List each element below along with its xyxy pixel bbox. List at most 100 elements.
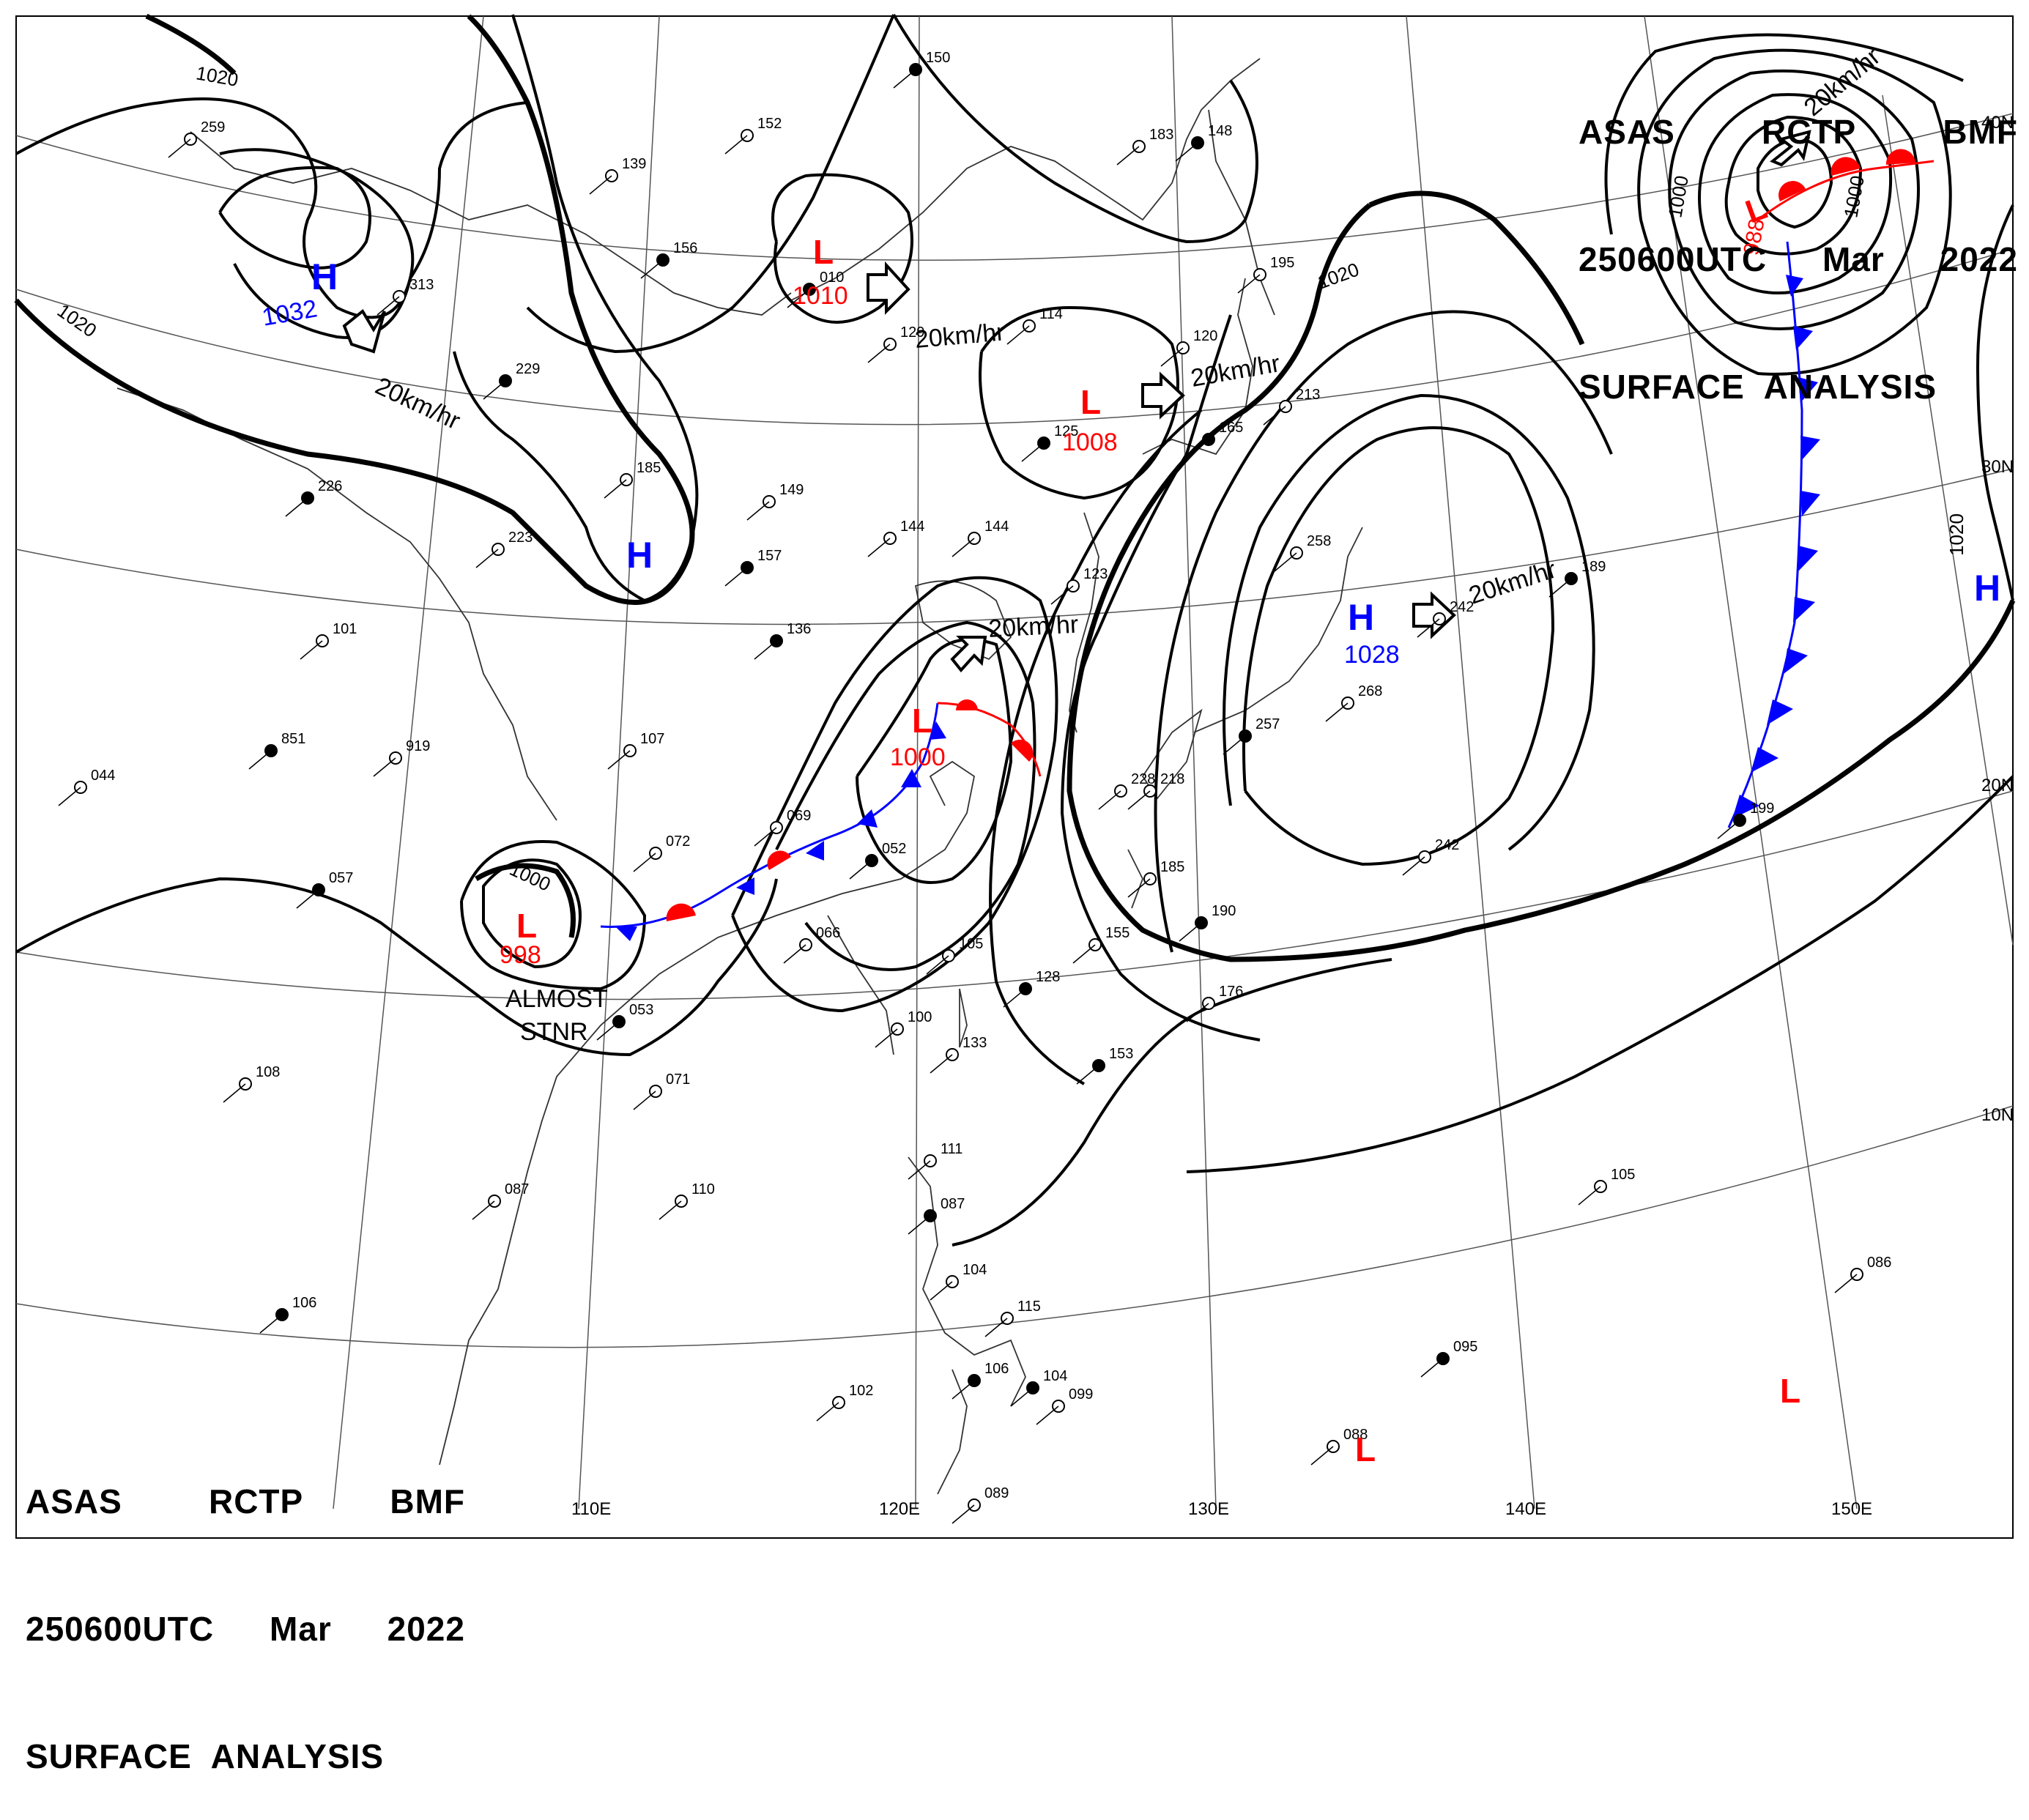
chart-header-bottom-left: ASAS RCTP BMF 250600UTC Mar 2022 SURFACE… <box>26 1395 465 1820</box>
station-pressure: 851 <box>281 731 305 747</box>
wind-barb <box>1076 1065 1099 1085</box>
header-year: 2022 <box>1940 240 2018 278</box>
wind-barb <box>787 289 810 308</box>
wind-barb <box>1237 274 1261 294</box>
station-pressure: 101 <box>333 621 357 637</box>
wind-barb <box>1127 790 1151 810</box>
isobar <box>1724 115 1863 256</box>
station-pressure: 226 <box>318 478 342 494</box>
wind-barb <box>1127 878 1151 898</box>
station-pressure: 105 <box>959 936 983 952</box>
lat-label: 10N <box>1981 1105 2014 1125</box>
station-pressure: 104 <box>1043 1368 1067 1384</box>
wind-barb <box>926 955 949 975</box>
pressure-value: 1032 <box>260 294 319 332</box>
station-pressure: 144 <box>900 519 924 535</box>
annotation-almost: ALMOST <box>505 985 608 1013</box>
isobar <box>526 14 895 354</box>
high-center-mongolia: H <box>311 256 338 297</box>
wind-barb <box>589 175 612 195</box>
wind-barb <box>633 853 656 872</box>
warm-front-pacific <box>1757 149 1935 221</box>
wind-barb <box>1179 922 1202 942</box>
station-pressure: 104 <box>962 1262 987 1278</box>
station-pressure: 185 <box>637 460 661 476</box>
wind-barb <box>930 1281 953 1301</box>
station-pressure: 115 <box>1017 1299 1041 1315</box>
header-month: Mar <box>1822 240 1885 278</box>
header-year: 2022 <box>387 1610 465 1648</box>
wind-barb <box>1420 1358 1444 1378</box>
station-pressure: 144 <box>984 519 1009 535</box>
header-line-2: 250600UTC Mar 2022 <box>26 1608 465 1650</box>
isobar-1000 <box>475 863 576 938</box>
isobar <box>1242 426 1555 866</box>
station-pressure: 106 <box>984 1361 1009 1377</box>
wind-barb <box>1223 735 1246 755</box>
motion-arrow <box>342 309 386 354</box>
wind-barb <box>248 750 272 770</box>
motion-arrow <box>867 261 910 315</box>
station-pressure: 313 <box>409 277 434 293</box>
wind-barb <box>1072 944 1096 964</box>
longitude-gridlines <box>333 15 2014 1509</box>
station-pressure: 242 <box>1450 599 1474 615</box>
wind-barb <box>724 135 748 155</box>
wind-barb <box>952 1380 975 1400</box>
header-month: Mar <box>269 1610 332 1648</box>
isobar <box>731 576 1058 1013</box>
wind-barb <box>908 1215 931 1235</box>
wind-barb <box>1175 142 1198 162</box>
station-pressure: 133 <box>962 1035 987 1051</box>
station-pressure: 120 <box>1193 328 1217 344</box>
station-pressure: 136 <box>787 621 811 637</box>
wind-barb <box>1263 406 1286 426</box>
motion-label: 20km/hr <box>1466 556 1560 610</box>
high-center-east: H <box>1974 568 2000 609</box>
wind-barb <box>1310 1446 1334 1466</box>
header-station: RCTP <box>208 1482 304 1520</box>
pressure-value: 1028 <box>1344 641 1400 669</box>
wind-barb <box>867 538 891 557</box>
wind-barb <box>285 497 308 517</box>
isobar <box>218 166 371 270</box>
wind-barb <box>659 1200 682 1220</box>
station-pressure: 086 <box>1867 1255 1891 1271</box>
lon-label: 150E <box>1831 1499 1872 1519</box>
station-pressure: 072 <box>666 833 690 850</box>
header-line-1: ASAS RCTP BMF <box>1579 111 2018 153</box>
header-code: BMF <box>390 1482 465 1520</box>
wind-barb <box>1274 552 1297 572</box>
pressure-value: 1000 <box>890 743 946 771</box>
station-pressure: 150 <box>926 50 950 66</box>
station-pressure: 257 <box>1255 716 1280 732</box>
wind-barb <box>908 1160 931 1180</box>
isobar <box>482 858 582 969</box>
lon-label: 110E <box>571 1499 611 1519</box>
station-pressure: 190 <box>1212 903 1236 919</box>
wind-barb <box>168 138 191 158</box>
isobar <box>1976 204 2014 601</box>
station-pressure: 149 <box>779 482 804 498</box>
station-pressure: 148 <box>1208 123 1232 139</box>
wind-barb <box>472 1200 495 1220</box>
wind-barb <box>754 827 777 847</box>
high-center-japan: H <box>1348 597 1374 638</box>
header-time: 250600UTC <box>1579 240 1768 278</box>
pressure-value: 1008 <box>1062 428 1118 456</box>
station-plots: 150 152 139 156 259 313 229 185 149 157 144 144 136 1… <box>58 50 1891 1524</box>
latitude-labels: 40N 30N 20N 10N <box>1981 113 2014 1125</box>
wind-barb <box>1010 1387 1034 1407</box>
isobar <box>1060 314 1261 1041</box>
motion-label: 20km/hr <box>987 611 1079 643</box>
wind-barb <box>1006 325 1030 345</box>
motion-label: 20km/hr <box>1189 349 1283 393</box>
wind-barb <box>373 757 396 777</box>
wind-barb <box>1050 585 1074 605</box>
motion-label: 20km/hr <box>913 318 1006 354</box>
station-pressure: 114 <box>1039 306 1063 322</box>
wind-barb <box>1578 1186 1601 1206</box>
header-title: SURFACE ANALYSIS <box>1579 368 1937 406</box>
isobar-1020 <box>1067 203 2016 962</box>
header-time: 250600UTC <box>26 1610 215 1648</box>
